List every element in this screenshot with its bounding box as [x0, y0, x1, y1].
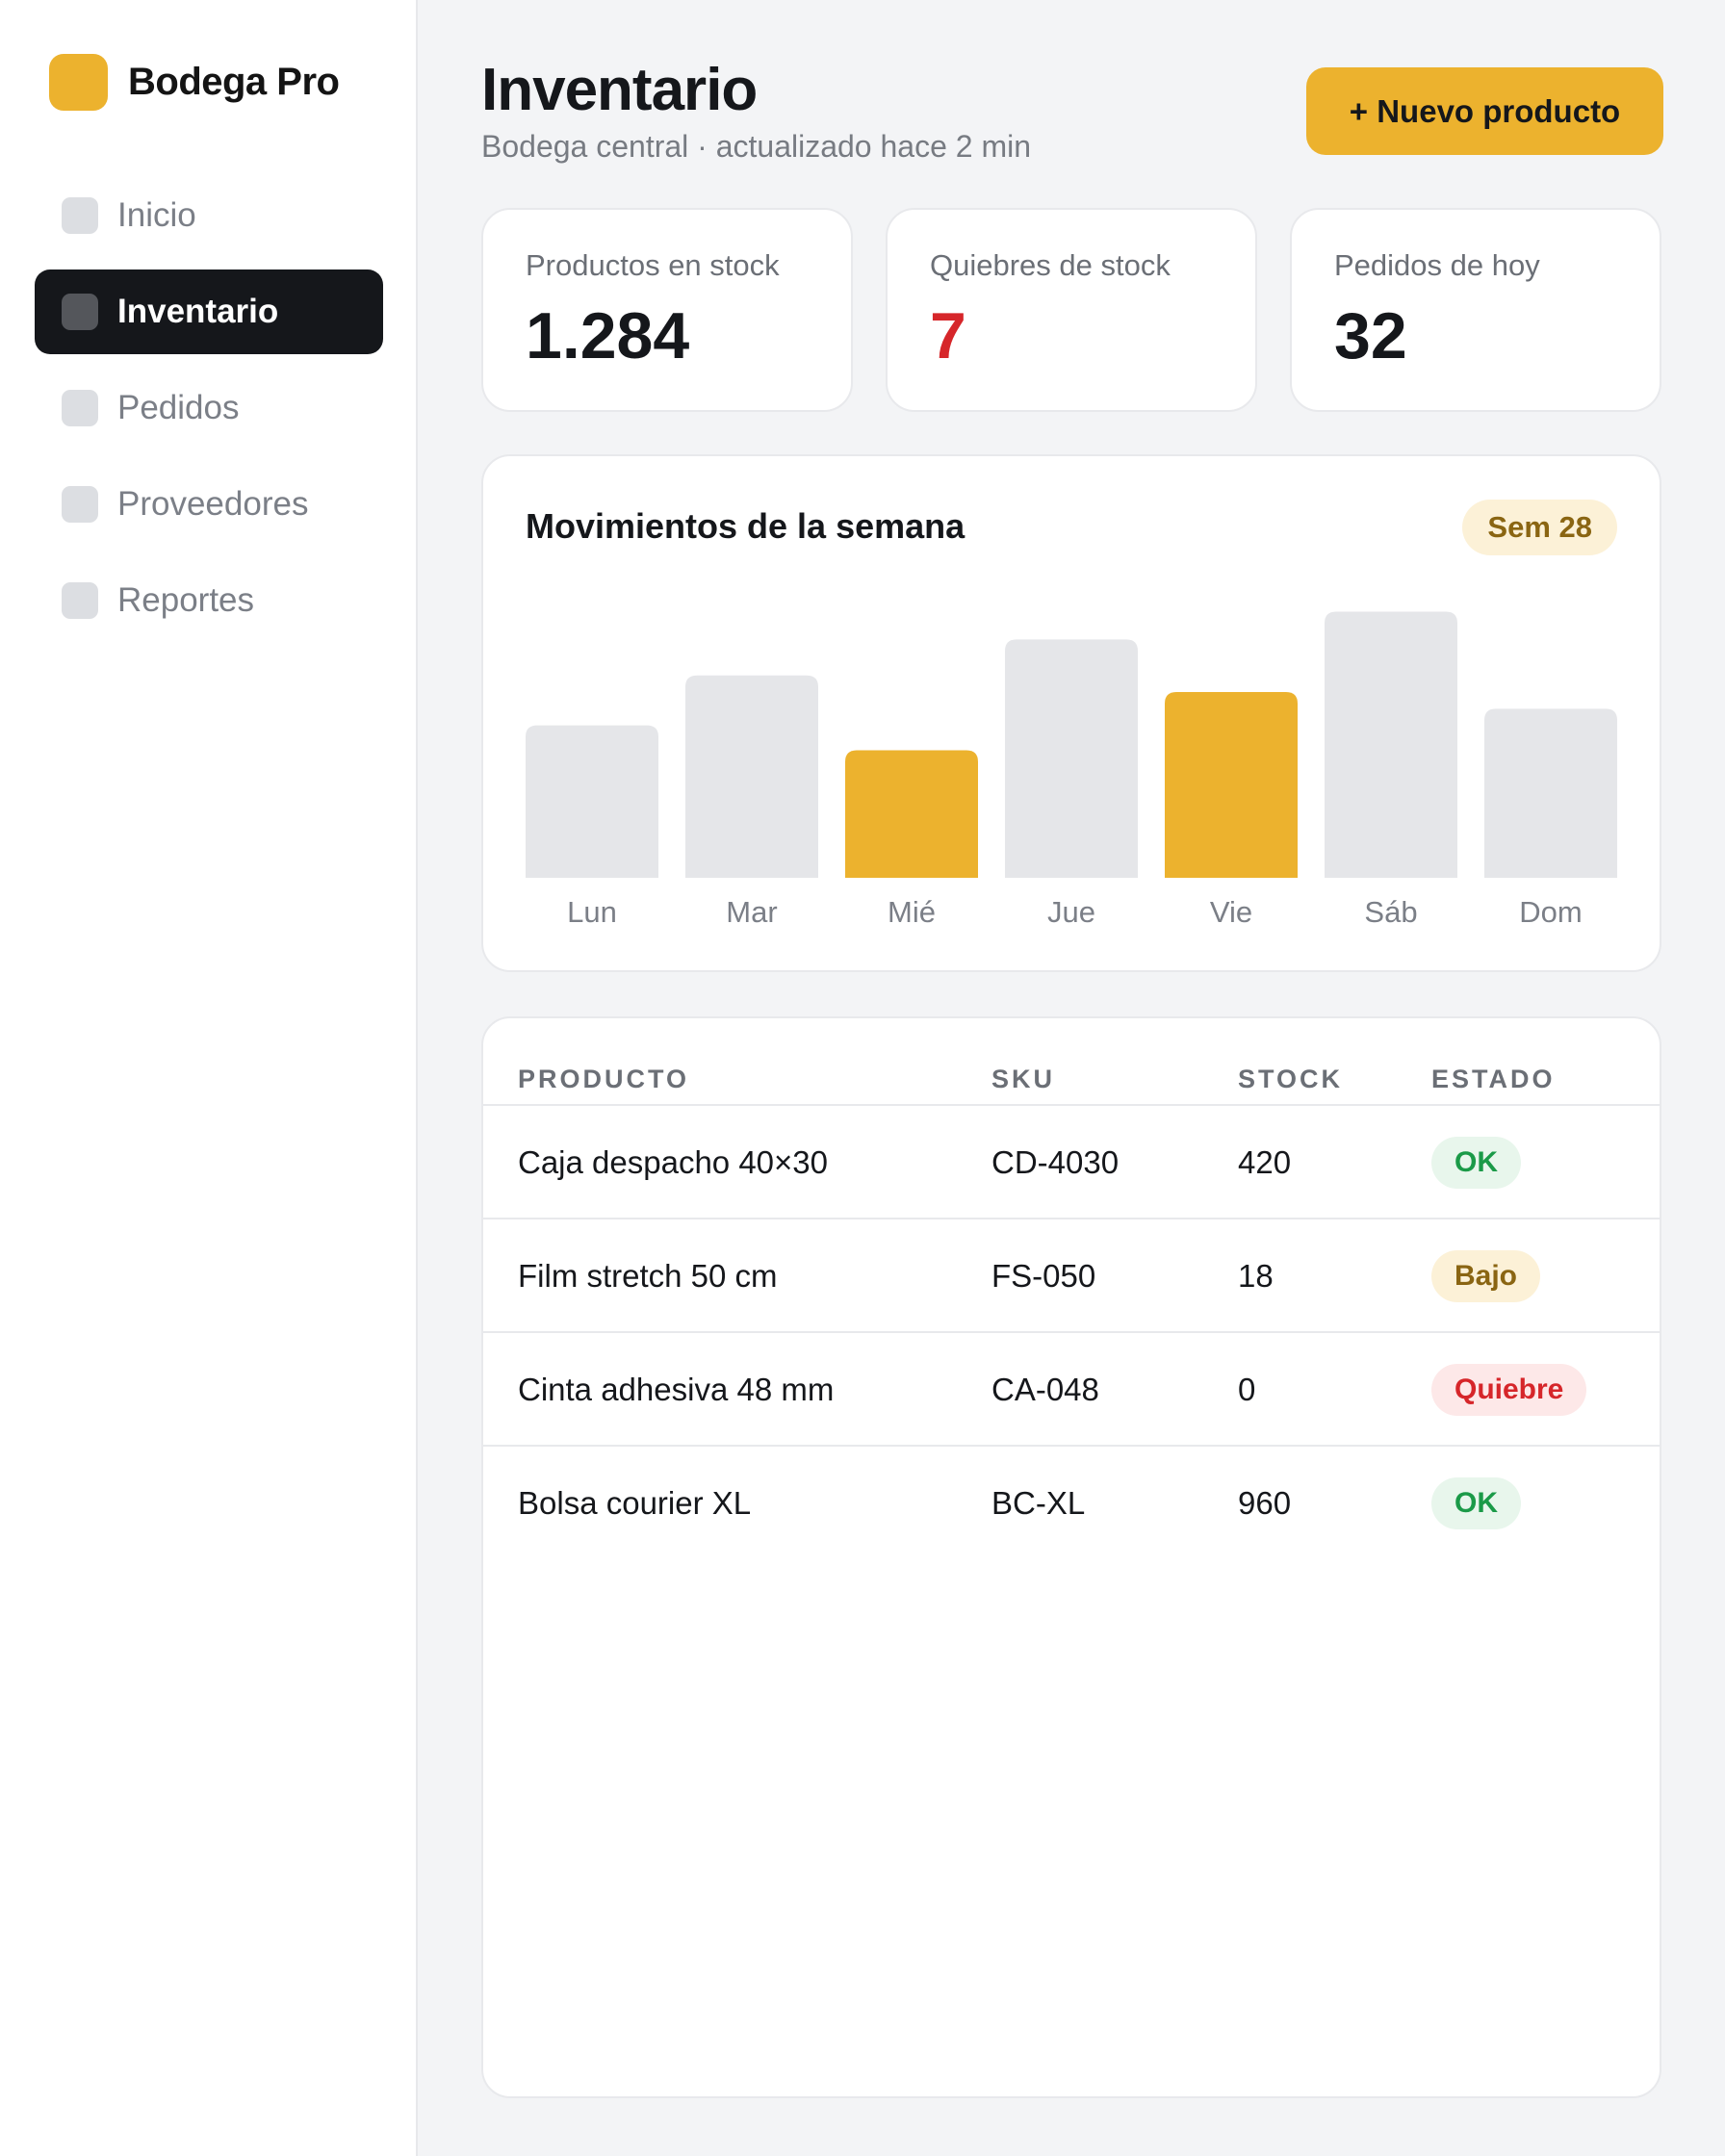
reports-icon [62, 582, 98, 619]
product-sku: BC-XL [991, 1485, 1086, 1521]
stat-label: Productos en stock [526, 248, 780, 282]
brand-logo-icon [49, 54, 108, 111]
weekly-bar-chart: Lun Mar Mié Jue Vie Sáb Dom [526, 611, 1617, 929]
bar-Jue[interactable] [1005, 639, 1138, 878]
brand[interactable]: Bodega Pro [49, 54, 340, 111]
week-badge: Sem 28 [1462, 500, 1617, 555]
sidebar-item-label: Proveedores [117, 485, 309, 523]
sidebar-item-inicio[interactable]: Inicio [35, 173, 383, 258]
orders-icon [62, 390, 98, 426]
sidebar-item-label: Reportes [117, 581, 255, 619]
sidebar-item-proveedores[interactable]: Proveedores [35, 462, 383, 547]
product-sku: FS-050 [991, 1258, 1096, 1294]
bar-Sáb[interactable] [1325, 611, 1457, 878]
column-header-stock[interactable]: STOCK [1238, 1065, 1344, 1093]
sidebar-item-reportes[interactable]: Reportes [35, 558, 383, 643]
status-badge: Bajo [1431, 1250, 1541, 1302]
stat-value: 32 [1334, 299, 1407, 372]
bar-Mar[interactable] [685, 675, 818, 878]
stat-card-stockouts: Quiebres de stock 7 [886, 208, 1257, 412]
brand-name: Bodega Pro [128, 61, 340, 103]
product-name: Cinta adhesiva 48 mm [518, 1372, 835, 1407]
x-tick-label: Jue [1047, 895, 1095, 929]
table-row[interactable]: Bolsa courier XL BC-XL 960 OK [483, 1445, 1660, 1558]
page-subtitle: Bodega central · actualizado hace 2 min [481, 129, 1032, 164]
x-tick-label: Mié [888, 895, 936, 929]
chart-title: Movimientos de la semana [526, 506, 965, 546]
column-header-estado[interactable]: ESTADO [1431, 1065, 1556, 1093]
page-title: Inventario [481, 57, 758, 123]
sidebar-item-label: Pedidos [117, 389, 240, 426]
product-stock: 420 [1238, 1144, 1292, 1180]
bar-Lun[interactable] [526, 725, 658, 878]
stat-value: 7 [930, 299, 966, 372]
product-stock: 960 [1238, 1485, 1292, 1521]
sidebar-item-inventario[interactable]: Inventario [35, 270, 383, 354]
bar-Dom[interactable] [1484, 708, 1617, 878]
sidebar-nav: Inicio Inventario Pedidos Proveedores Re… [35, 173, 383, 654]
x-tick-label: Dom [1519, 895, 1582, 929]
sidebar-item-label: Inicio [117, 196, 196, 234]
stat-label: Quiebres de stock [930, 248, 1171, 282]
product-sku: CA-048 [991, 1372, 1099, 1407]
sidebar-item-label: Inventario [117, 293, 279, 330]
x-tick-label: Vie [1210, 895, 1252, 929]
inventory-icon [62, 294, 98, 330]
product-name: Film stretch 50 cm [518, 1258, 778, 1294]
product-name: Bolsa courier XL [518, 1485, 752, 1521]
weekly-movements-card: Movimientos de la semana Sem 28 Lun Mar Mi… [481, 454, 1661, 972]
product-name: Caja despacho 40×30 [518, 1144, 829, 1180]
bar-Mié[interactable] [845, 750, 978, 878]
status-badge: Quiebre [1431, 1364, 1587, 1416]
product-stock: 0 [1238, 1372, 1256, 1407]
home-icon [62, 197, 98, 234]
stat-card-stock: Productos en stock 1.284 [481, 208, 853, 412]
product-sku: CD-4030 [991, 1144, 1120, 1180]
status-badge: OK [1431, 1477, 1521, 1529]
main-content: Inventario Bodega central · actualizado … [418, 0, 1725, 2156]
new-product-button[interactable]: + Nuevo producto [1306, 67, 1663, 155]
x-tick-label: Mar [726, 895, 777, 929]
x-tick-label: Sáb [1364, 895, 1417, 929]
sidebar: Bodega Pro Inicio Inventario Pedidos Pro… [0, 0, 418, 2156]
bar-Vie[interactable] [1165, 692, 1298, 878]
stat-value: 1.284 [526, 299, 690, 372]
product-stock: 18 [1238, 1258, 1274, 1294]
x-tick-label: Lun [567, 895, 617, 929]
sidebar-item-pedidos[interactable]: Pedidos [35, 366, 383, 450]
column-header-producto[interactable]: PRODUCTO [518, 1065, 690, 1093]
status-badge: OK [1431, 1137, 1521, 1189]
column-header-sku[interactable]: SKU [991, 1065, 1056, 1093]
table-row[interactable]: Cinta adhesiva 48 mm CA-048 0 Quiebre [483, 1331, 1660, 1445]
stat-card-orders: Pedidos de hoy 32 [1290, 208, 1661, 412]
stat-label: Pedidos de hoy [1334, 248, 1540, 282]
suppliers-icon [62, 486, 98, 523]
table-row[interactable]: Caja despacho 40×30 CD-4030 420 OK [483, 1104, 1660, 1218]
inventory-table: PRODUCTO SKU STOCK ESTADO Caja despacho … [481, 1016, 1661, 2098]
table-row[interactable]: Film stretch 50 cm FS-050 18 Bajo [483, 1218, 1660, 1331]
